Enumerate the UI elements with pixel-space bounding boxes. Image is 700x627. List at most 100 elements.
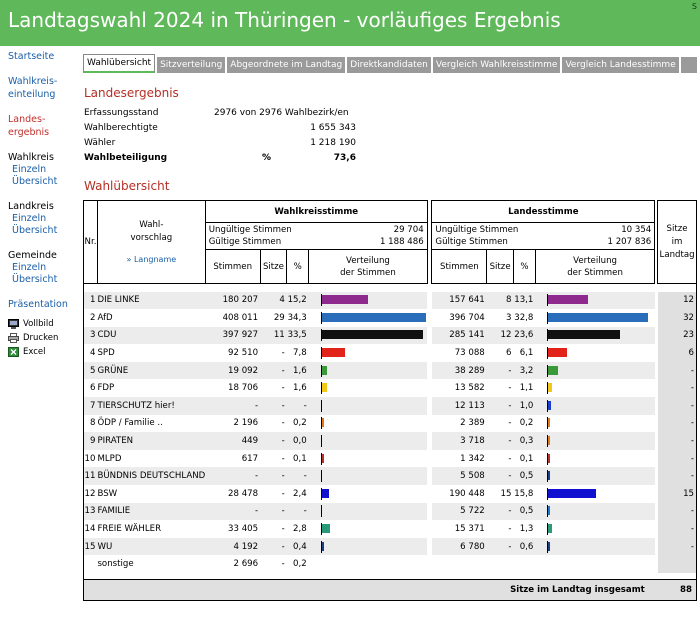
bar-wk bbox=[321, 418, 324, 428]
row-nr: 3 bbox=[83, 326, 98, 345]
bar-axis bbox=[320, 435, 322, 448]
bar-cell bbox=[547, 487, 654, 501]
sidebar-item-landkreis-uebersicht[interactable]: Übersicht bbox=[12, 225, 58, 236]
footer-label: Sitze im Landtag insgesamt bbox=[82, 578, 655, 601]
tab-sitzverteilung[interactable]: Sitzverteilung bbox=[157, 57, 226, 73]
row-nr: 4 bbox=[83, 344, 98, 362]
bar-wk bbox=[321, 365, 327, 375]
bar-cell bbox=[320, 328, 427, 342]
row-ls-stimmen: 3 718 bbox=[431, 432, 487, 450]
row-party-name: FREIE WÄHLER bbox=[97, 520, 206, 538]
sidebar-item-wahlkreiseinteilung[interactable]: Wahlkreis- einteilung bbox=[8, 75, 80, 101]
row-wk-verteilung bbox=[308, 555, 428, 573]
sidebar-item-landesergebnis[interactable]: Landes- ergebnis bbox=[8, 113, 80, 139]
tab-abgeordnete[interactable]: Abgeordnete im Landtag bbox=[227, 57, 346, 73]
row-wk-pct: 0,4 bbox=[286, 537, 309, 556]
bar-cell bbox=[320, 469, 427, 483]
bar-axis bbox=[320, 364, 322, 377]
bar-cell bbox=[320, 381, 427, 395]
row-ls-sitze: - bbox=[486, 397, 514, 415]
langname-link[interactable]: » Langname bbox=[126, 254, 177, 264]
bar-ls bbox=[548, 471, 551, 481]
corner-mark: S bbox=[691, 2, 697, 11]
bar-axis bbox=[320, 329, 322, 342]
bar-cell bbox=[547, 293, 654, 307]
row-wk-stimmen: 180 207 bbox=[205, 291, 261, 310]
row-landtag-sitze: - bbox=[657, 361, 697, 380]
wahluebersicht-title: Wahlübersicht bbox=[84, 179, 170, 193]
bar-axis bbox=[547, 382, 549, 395]
sidebar-tools: Vollbild Drucken Excel bbox=[8, 317, 80, 359]
row-party-name: CDU bbox=[97, 326, 206, 345]
row-wk-sitze: - bbox=[260, 502, 287, 521]
summary-unit: % bbox=[262, 153, 272, 163]
row-ls-verteilung bbox=[535, 485, 655, 503]
row-party-name: AfD bbox=[97, 309, 206, 327]
excel-button[interactable]: Excel bbox=[8, 345, 80, 359]
row-wk-sitze: - bbox=[260, 361, 287, 380]
row-wk-pct: 0,0 bbox=[286, 432, 309, 450]
tab-direktkandidaten[interactable]: Direktkandidaten bbox=[347, 57, 431, 73]
sidebar-item-wahlkreis-uebersicht[interactable]: Übersicht bbox=[12, 176, 58, 187]
tab-vergleich-wahlkreisstimme[interactable]: Vergleich Wahlkreisstimme bbox=[432, 57, 561, 73]
bar-axis bbox=[547, 417, 549, 430]
col-header-wk-pct: % bbox=[286, 249, 310, 284]
drucken-button[interactable]: Drucken bbox=[8, 331, 80, 345]
row-party-name: GRÜNE bbox=[97, 361, 206, 380]
tab-wahluebersicht[interactable]: Wahlübersicht bbox=[83, 54, 156, 73]
row-landtag-sitze: - bbox=[657, 414, 697, 433]
row-ls-verteilung bbox=[535, 555, 655, 573]
page-title: Landtagswahl 2024 in Thüringen - vorläuf… bbox=[8, 8, 561, 32]
vollbild-label: Vollbild bbox=[23, 319, 54, 329]
bar-axis bbox=[320, 452, 322, 465]
sidebar-item-startseite[interactable]: Startseite bbox=[8, 51, 55, 62]
table-row: 3 CDU 397 927 11 33,5 285 141 12 23,6 23 bbox=[83, 326, 697, 345]
table-row: 11 BÜNDNIS DEUTSCHLAND - - -5 508-0,5- bbox=[83, 467, 697, 486]
row-ls-pct: 3,2 bbox=[513, 361, 536, 380]
bar-cell bbox=[547, 540, 654, 554]
bar-axis bbox=[547, 364, 549, 377]
row-nr: 14 bbox=[83, 520, 98, 538]
bar-axis bbox=[547, 347, 549, 360]
row-landtag-sitze: 23 bbox=[657, 326, 697, 345]
ungueltig-label: Ungültige Stimmen bbox=[435, 225, 519, 235]
sidebar-item-gemeinde-einzeln[interactable]: Einzeln bbox=[12, 262, 47, 273]
row-wk-pct: 2,4 bbox=[286, 485, 309, 503]
bar-cell bbox=[547, 522, 654, 536]
bar-wk bbox=[321, 524, 331, 534]
sidebar-item-wahlkreis-einzeln[interactable]: Einzeln bbox=[12, 164, 47, 175]
row-wk-stimmen: 92 510 bbox=[205, 344, 261, 362]
row-wk-verteilung bbox=[308, 520, 428, 538]
row-nr: 6 bbox=[83, 379, 98, 398]
bar-ls bbox=[548, 453, 551, 463]
row-landtag-sitze: 12 bbox=[657, 291, 697, 310]
row-ls-pct: 1,3 bbox=[513, 520, 536, 538]
sidebar-item-praesentation[interactable]: Präsentation bbox=[8, 299, 68, 310]
row-ls-stimmen bbox=[431, 555, 487, 573]
sidebar-group-title: Gemeinde bbox=[8, 250, 57, 261]
col-header-vorschlag: Wahl- vorschlag » Langname bbox=[96, 200, 206, 284]
ungueltig-label: Ungültige Stimmen bbox=[208, 225, 292, 235]
bar-axis bbox=[547, 470, 549, 483]
col-header-ls-sitze: Sitze bbox=[486, 249, 514, 284]
row-party-name: FAMILIE bbox=[97, 502, 206, 521]
row-wk-sitze: - bbox=[260, 344, 287, 362]
row-wk-pct: 0,2 bbox=[286, 414, 309, 433]
row-ls-stimmen: 190 448 bbox=[431, 485, 487, 503]
sidebar-item-landkreis-einzeln[interactable]: Einzeln bbox=[12, 213, 47, 224]
row-wk-pct: 34,3 bbox=[286, 309, 309, 327]
summary-label: Erfassungsstand bbox=[84, 108, 159, 118]
tab-vergleich-landesstimme[interactable]: Vergleich Landesstimme bbox=[562, 57, 679, 73]
table-row: 12 BSW 28 478-2,4 190 448 15 15,8 15 bbox=[83, 485, 697, 503]
row-ls-stimmen: 13 582 bbox=[431, 379, 487, 398]
row-ls-sitze: - bbox=[486, 520, 514, 538]
row-nr: 10 bbox=[83, 449, 98, 468]
row-ls-sitze: - bbox=[486, 449, 514, 468]
row-ls-sitze: - bbox=[486, 537, 514, 556]
row-nr: 1 bbox=[83, 291, 98, 310]
row-wk-stimmen: 18 706 bbox=[205, 379, 261, 398]
vollbild-button[interactable]: Vollbild bbox=[8, 317, 80, 331]
sidebar-item-gemeinde-uebersicht[interactable]: Übersicht bbox=[12, 274, 58, 285]
col-header-ls-pct: % bbox=[512, 249, 536, 284]
row-wk-stimmen: - bbox=[205, 502, 261, 521]
